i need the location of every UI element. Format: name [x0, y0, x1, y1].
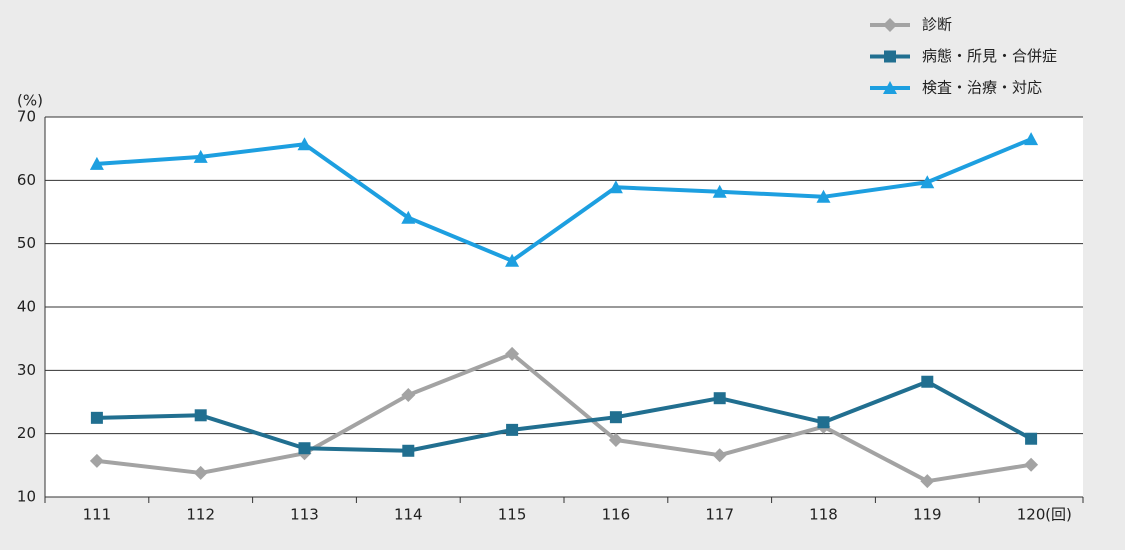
marker	[193, 465, 208, 480]
marker	[920, 474, 935, 489]
x-tick-label: 112	[186, 506, 215, 524]
x-tick-label: 119	[913, 506, 942, 524]
y-tick-label: 30	[17, 361, 36, 379]
marker	[609, 411, 622, 424]
marker	[883, 81, 897, 94]
marker	[608, 180, 623, 194]
marker	[1025, 432, 1038, 445]
marker	[401, 210, 416, 224]
x-tick-label: 113	[290, 506, 319, 524]
marker	[713, 392, 726, 405]
legend-label: 病態・所見・合併症	[922, 47, 1057, 65]
marker	[884, 50, 896, 63]
marker	[816, 189, 831, 203]
x-tick-label: 111	[83, 506, 112, 524]
marker	[505, 253, 520, 267]
marker	[297, 137, 312, 151]
x-unit: (回)	[1045, 506, 1072, 524]
y-tick-label: 10	[17, 488, 36, 506]
marker	[506, 423, 519, 436]
x-tick-label: 116	[602, 506, 631, 524]
y-unit: (%)	[17, 92, 43, 110]
marker	[1024, 457, 1039, 472]
series-line	[96, 351, 1032, 484]
x-tick-label: 114	[394, 506, 423, 524]
marker	[194, 409, 207, 422]
legend-label: 診断	[922, 16, 952, 34]
marker	[401, 388, 416, 403]
marker	[89, 453, 104, 468]
marker	[921, 375, 934, 388]
series-line	[96, 379, 1033, 453]
x-tick-label: 115	[498, 506, 527, 524]
series-line	[96, 137, 1032, 263]
y-tick-label: 50	[17, 234, 36, 252]
x-tick-label: 118	[809, 506, 838, 524]
marker	[712, 448, 727, 463]
marker	[89, 156, 104, 170]
y-tick-label: 70	[17, 108, 36, 126]
marker	[402, 444, 415, 457]
y-tick-label: 40	[17, 298, 36, 316]
legend-label: 検査・治療・対応	[922, 79, 1042, 97]
marker	[712, 184, 727, 198]
marker	[883, 18, 897, 32]
marker	[90, 411, 103, 424]
marker	[1024, 132, 1039, 146]
marker	[817, 416, 830, 429]
marker	[920, 175, 935, 189]
marker	[298, 442, 311, 455]
marker	[608, 433, 623, 447]
y-tick-label: 60	[17, 171, 36, 189]
marker	[193, 149, 208, 163]
y-tick-label: 20	[17, 424, 36, 442]
marker	[505, 346, 520, 361]
x-tick-label: 117	[705, 506, 734, 524]
x-tick-label: 120	[1017, 506, 1046, 524]
